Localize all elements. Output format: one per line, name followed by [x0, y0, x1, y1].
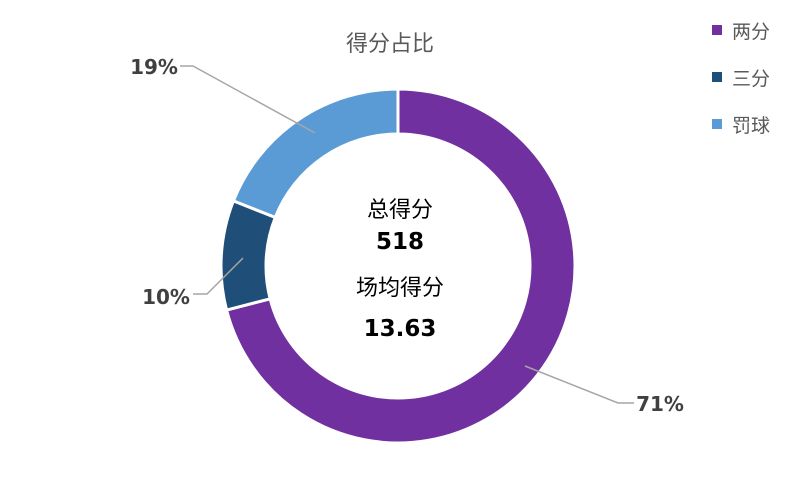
legend-swatch-two-point: [712, 25, 722, 35]
chart-title: 得分占比: [345, 32, 434, 57]
data-label-two-point: 71%: [636, 392, 684, 416]
legend-swatch-three-point: [712, 72, 722, 82]
legend-item-free-throw: 罚球: [712, 112, 771, 137]
total-score-label: 总得分: [366, 198, 433, 223]
leader-line-free-throw: [180, 65, 316, 134]
legend-label-three-point: 三分: [732, 67, 771, 90]
donut-slice-three-point: [219, 198, 278, 312]
total-score-value: 518: [375, 229, 424, 255]
legend-item-two-point: 两分: [712, 18, 771, 43]
legend: 两分 三分 罚球: [712, 18, 770, 159]
legend-label-free-throw: 罚球: [732, 114, 771, 137]
leader-line-three-point: [193, 257, 244, 295]
legend-item-three-point: 三分: [712, 65, 771, 90]
leader-line-two-point: [524, 365, 634, 404]
donut-slice-two-point: [224, 87, 577, 445]
donut-slice-free-throw: [231, 87, 400, 220]
legend-swatch-free-throw: [712, 119, 722, 129]
average-score-value: 13.63: [363, 316, 437, 342]
data-label-free-throw: 19%: [130, 55, 178, 79]
legend-label-two-point: 两分: [732, 20, 771, 43]
average-score-label: 场均得分: [355, 276, 444, 301]
data-label-three-point: 10%: [142, 285, 190, 309]
